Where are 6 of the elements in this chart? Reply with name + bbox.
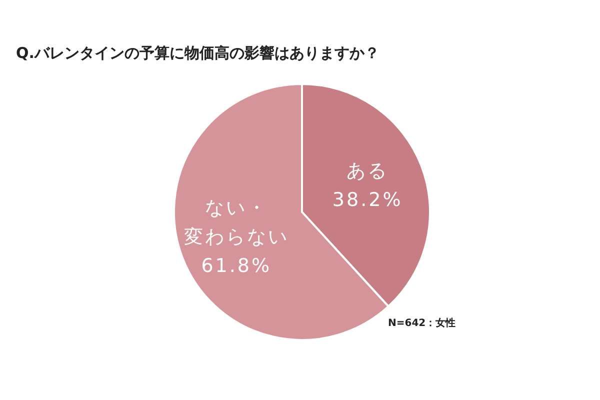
slice-label: ある	[346, 159, 390, 184]
text: N=642：女性	[388, 317, 456, 329]
slice-label: ない・変わらない	[182, 196, 290, 250]
data-label: 61.8%	[201, 254, 272, 279]
data-label: 38.2%	[332, 188, 403, 214]
chart-title: Q.バレンタインの予算に物価高の影響はありますか？	[16, 44, 380, 62]
